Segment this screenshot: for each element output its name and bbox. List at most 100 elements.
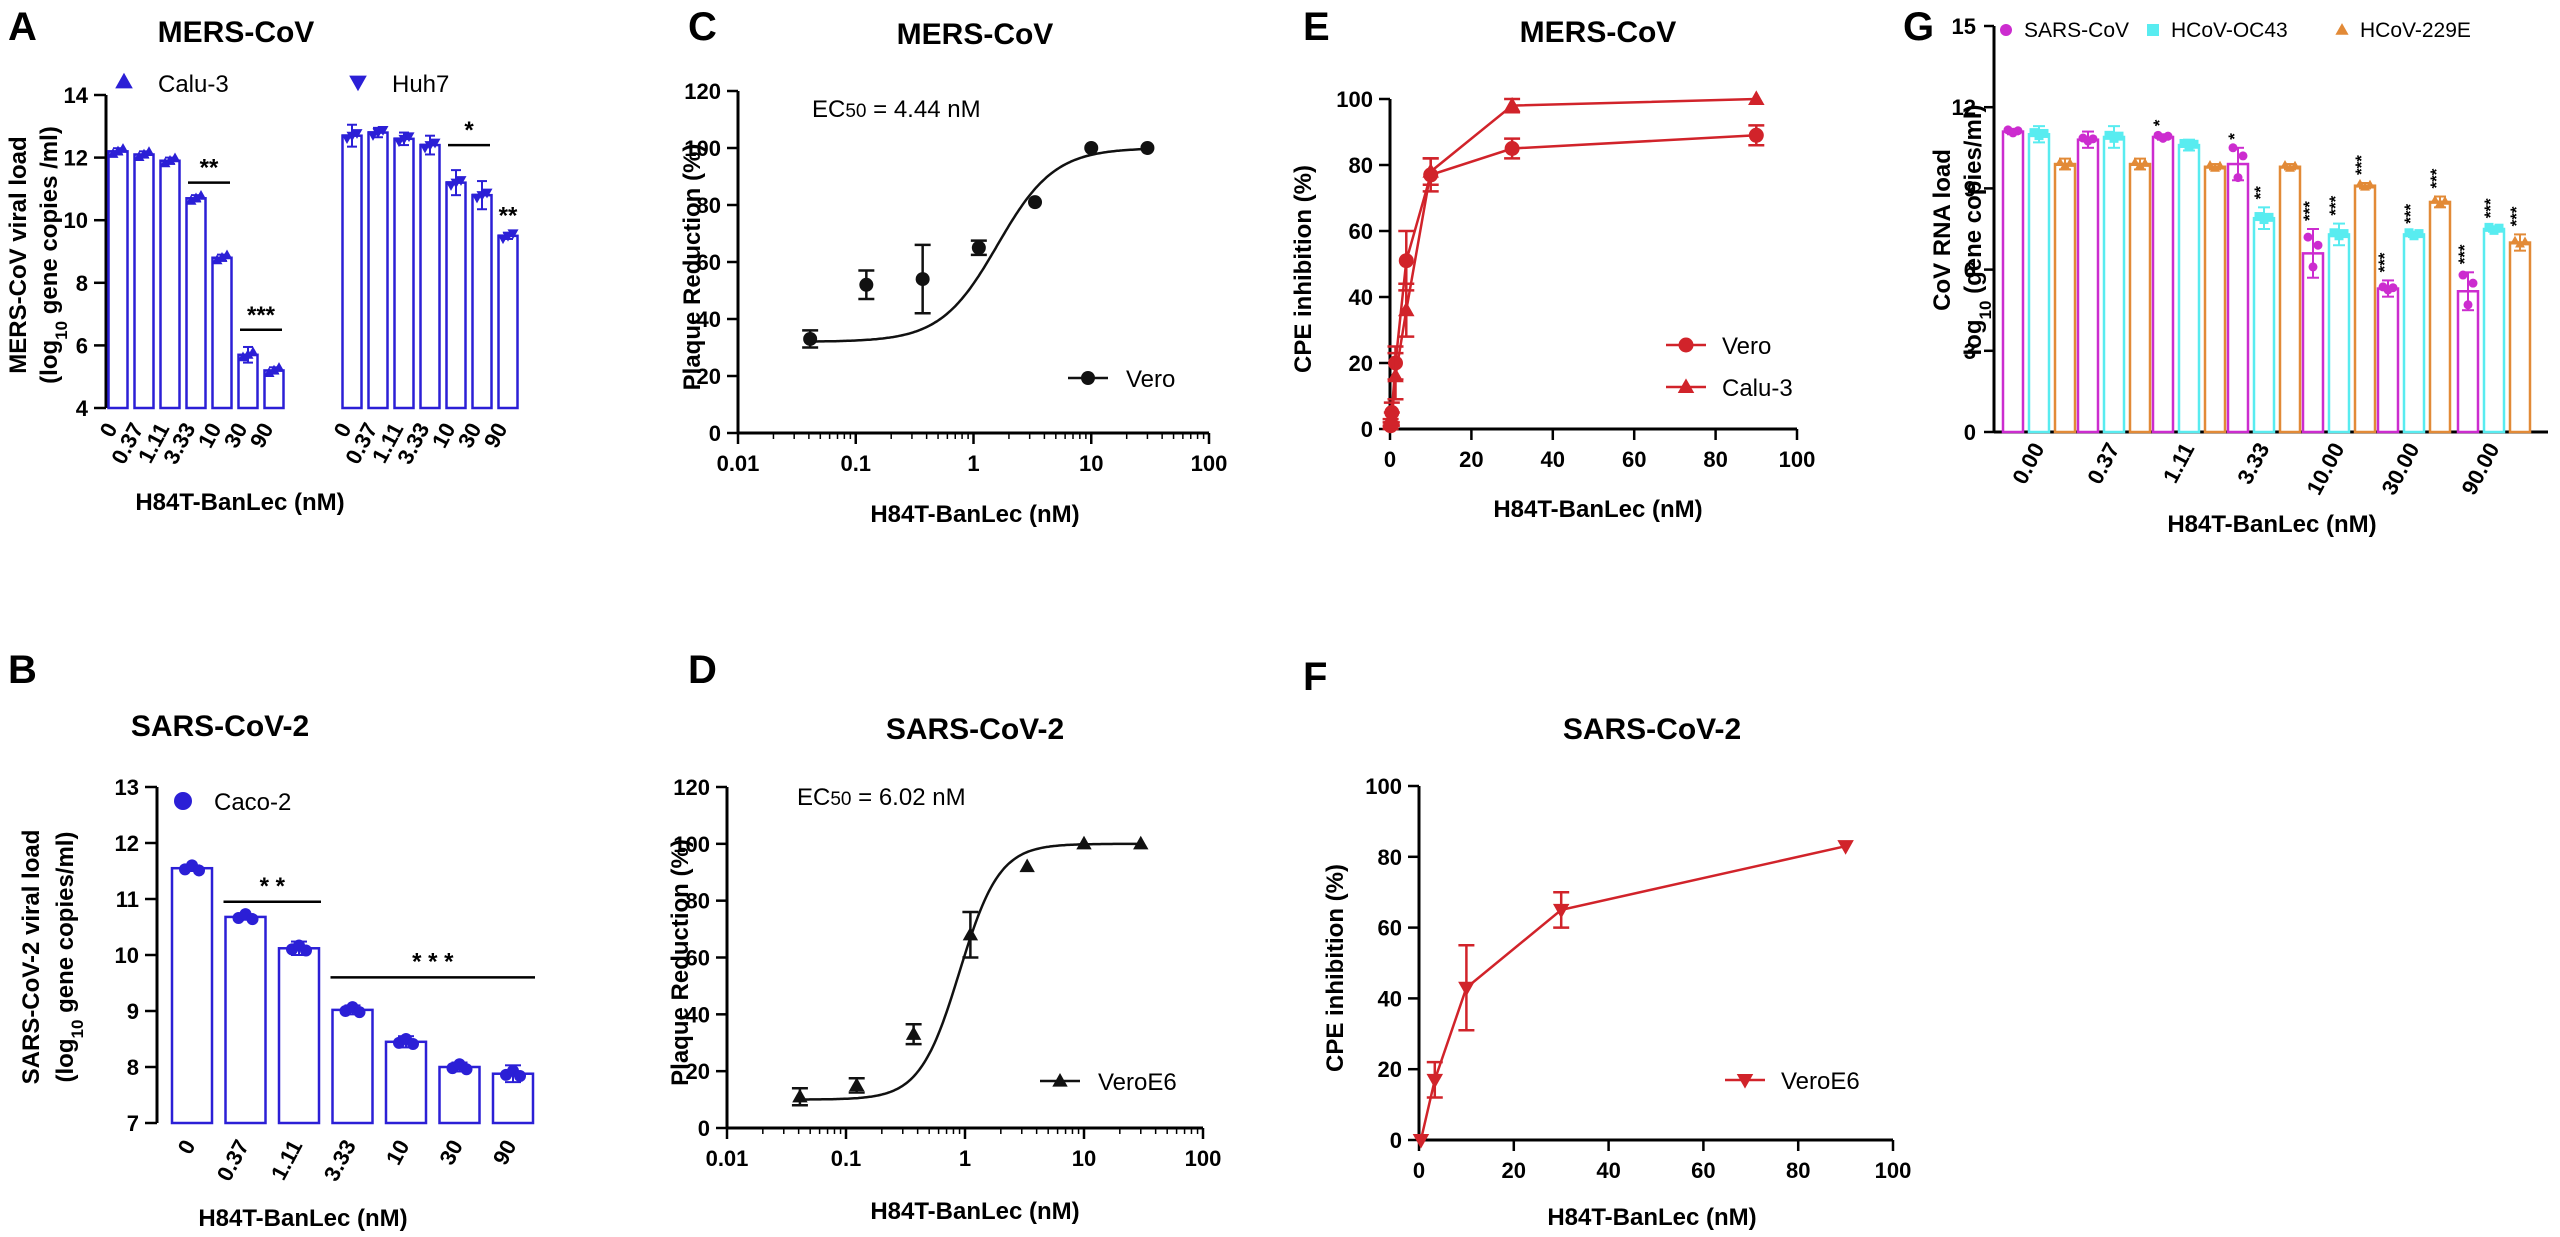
x-tick-label: 10 <box>1079 451 1103 476</box>
x-tick-label: 90 <box>479 419 513 452</box>
data-point <box>2339 229 2349 239</box>
y-axis-title: MERS-CoV viral load <box>5 136 32 373</box>
data-point <box>2163 131 2173 141</box>
x-tick-label: 60 <box>1691 1158 1715 1183</box>
data-point <box>2189 139 2199 149</box>
y-tick-label: 8 <box>76 271 88 296</box>
panel-letter-A: A <box>8 5 37 49</box>
y-tick-label: 60 <box>1378 916 1402 941</box>
data-point <box>247 346 259 357</box>
significance-label: ** <box>499 202 518 229</box>
data-point <box>481 188 493 199</box>
x-tick-label: 40 <box>1541 447 1565 472</box>
bar <box>2456 290 2480 434</box>
bar <box>2102 135 2126 434</box>
data-point <box>2254 212 2264 222</box>
data-point <box>190 192 202 203</box>
y-tick-label: 14 <box>64 83 89 108</box>
data-point <box>300 944 312 957</box>
significance-label: * * <box>260 873 286 900</box>
legend-marker <box>115 72 133 89</box>
x-tick-label: 90 <box>245 419 279 452</box>
data-point <box>2463 300 2473 310</box>
data-point <box>2029 128 2039 138</box>
y-tick-label: 60 <box>686 946 710 971</box>
bar <box>384 1040 428 1125</box>
data-point <box>460 1063 473 1076</box>
x-tick-label: 80 <box>1786 1158 1810 1183</box>
bar <box>445 181 467 410</box>
chart-title: MERS-CoV <box>1520 16 1677 49</box>
data-point <box>273 362 285 372</box>
legend-marker <box>1052 1072 1068 1087</box>
data-point <box>2179 138 2189 148</box>
significance-label: *** <box>247 302 276 329</box>
bar <box>2076 138 2100 434</box>
significance-label: *** <box>2455 244 2474 264</box>
data-point <box>2109 133 2119 143</box>
panel-letter-E: E <box>1303 5 1330 49</box>
y-tick-label: 120 <box>684 79 721 104</box>
x-tick-label: 0 <box>173 1136 201 1159</box>
data-point <box>2388 283 2398 293</box>
data-point <box>1140 141 1155 155</box>
data-point <box>246 913 259 926</box>
significance-label: ** <box>200 155 219 182</box>
data-point <box>859 277 874 292</box>
y-tick-label: 15 <box>1952 14 1976 39</box>
data-point <box>1028 195 1043 210</box>
significance-label: *** <box>2507 206 2526 226</box>
x-tick-label: 100 <box>1185 1146 1222 1171</box>
y-tick-label: 0 <box>698 1116 710 1141</box>
panel-letter-C: C <box>688 5 717 49</box>
data-point <box>1504 141 1520 156</box>
y-tick-label: 12 <box>64 146 88 171</box>
data-point <box>2013 126 2023 136</box>
x-tick-label: 100 <box>1191 451 1228 476</box>
data-point <box>407 1038 419 1051</box>
bar <box>277 947 321 1125</box>
data-point <box>2494 223 2504 233</box>
bar <box>2226 162 2250 434</box>
chart-title: MERS-CoV <box>158 16 315 49</box>
significance-label: ** <box>2251 186 2270 200</box>
x-tick-label: 0 <box>1384 447 1396 472</box>
data-point <box>353 1006 366 1019</box>
x-axis-title: H84T-BanLec (nM) <box>198 1205 407 1232</box>
data-point <box>2034 131 2044 141</box>
bar <box>419 143 441 410</box>
data-point <box>848 1077 865 1091</box>
significance-label: * <box>464 117 474 144</box>
data-point <box>164 154 176 165</box>
data-point <box>2140 158 2150 167</box>
data-point <box>2440 195 2450 205</box>
x-tick-label: 90.00 <box>2456 439 2504 499</box>
x-tick-label: 0.1 <box>831 1146 862 1171</box>
data-point <box>915 272 930 287</box>
chart-title: MERS-CoV <box>897 18 1054 51</box>
y-tick-label: 60 <box>697 250 721 275</box>
y-tick-label: 0 <box>1390 1128 1402 1153</box>
significance-label: *** <box>2352 155 2371 175</box>
significance-label: * <box>2225 133 2244 140</box>
y-axis-title: Plaque Reduction (%) <box>679 144 706 391</box>
panel-f: SARS-CoV-2 0 20 40 60 80 100 0 20 40 60 80 100 CPE in… <box>1322 713 1911 1231</box>
bar <box>211 256 233 410</box>
data-point <box>2290 160 2300 170</box>
bar <box>2327 233 2351 434</box>
y-tick-label: 20 <box>697 364 721 389</box>
data-point <box>962 926 979 941</box>
y-tick-label: 8 <box>127 1055 139 1080</box>
data-point <box>1387 367 1404 383</box>
data-point <box>971 240 986 255</box>
x-tick-label: 0 <box>1413 1158 1425 1183</box>
significance-label: *** <box>2401 203 2420 223</box>
data-point <box>1383 410 1401 426</box>
x-tick-label: 3.33 <box>2232 439 2274 489</box>
bar <box>2376 287 2400 434</box>
significance-label: *** <box>2326 195 2345 215</box>
data-point <box>2205 159 2215 169</box>
x-tick-label: 40 <box>1596 1158 1620 1183</box>
y-tick-label: 10 <box>64 208 88 233</box>
data-point <box>351 129 363 139</box>
